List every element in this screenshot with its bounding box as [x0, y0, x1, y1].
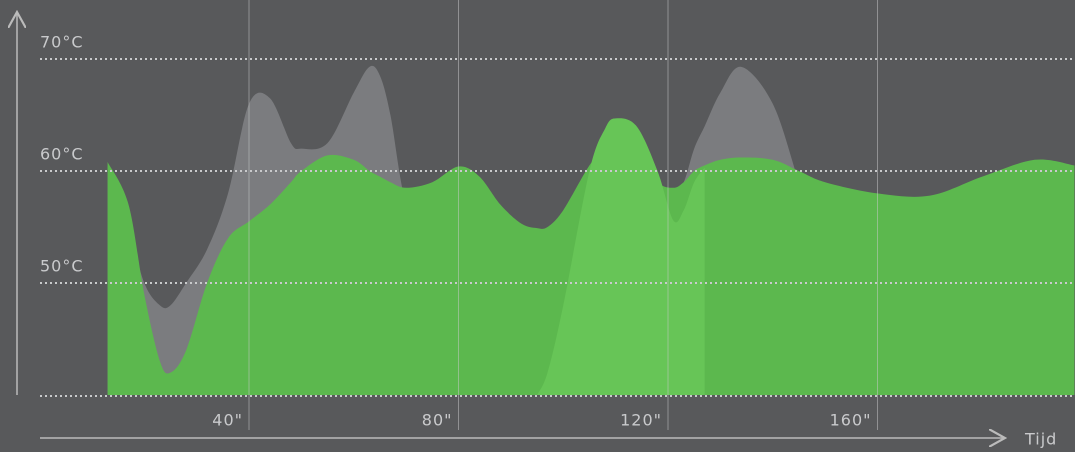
y-tick-label: 50°C [40, 257, 84, 276]
x-tick-label: 120" [620, 411, 662, 430]
y-tick-label: 60°C [40, 145, 84, 164]
x-tick-label: 80" [422, 411, 453, 430]
x-tick-label: 40" [212, 411, 243, 430]
y-tick-label: 70°C [40, 33, 84, 52]
x-tick-label: 160" [830, 411, 872, 430]
x-axis-label: Tijd [1024, 430, 1057, 449]
area [537, 118, 705, 395]
